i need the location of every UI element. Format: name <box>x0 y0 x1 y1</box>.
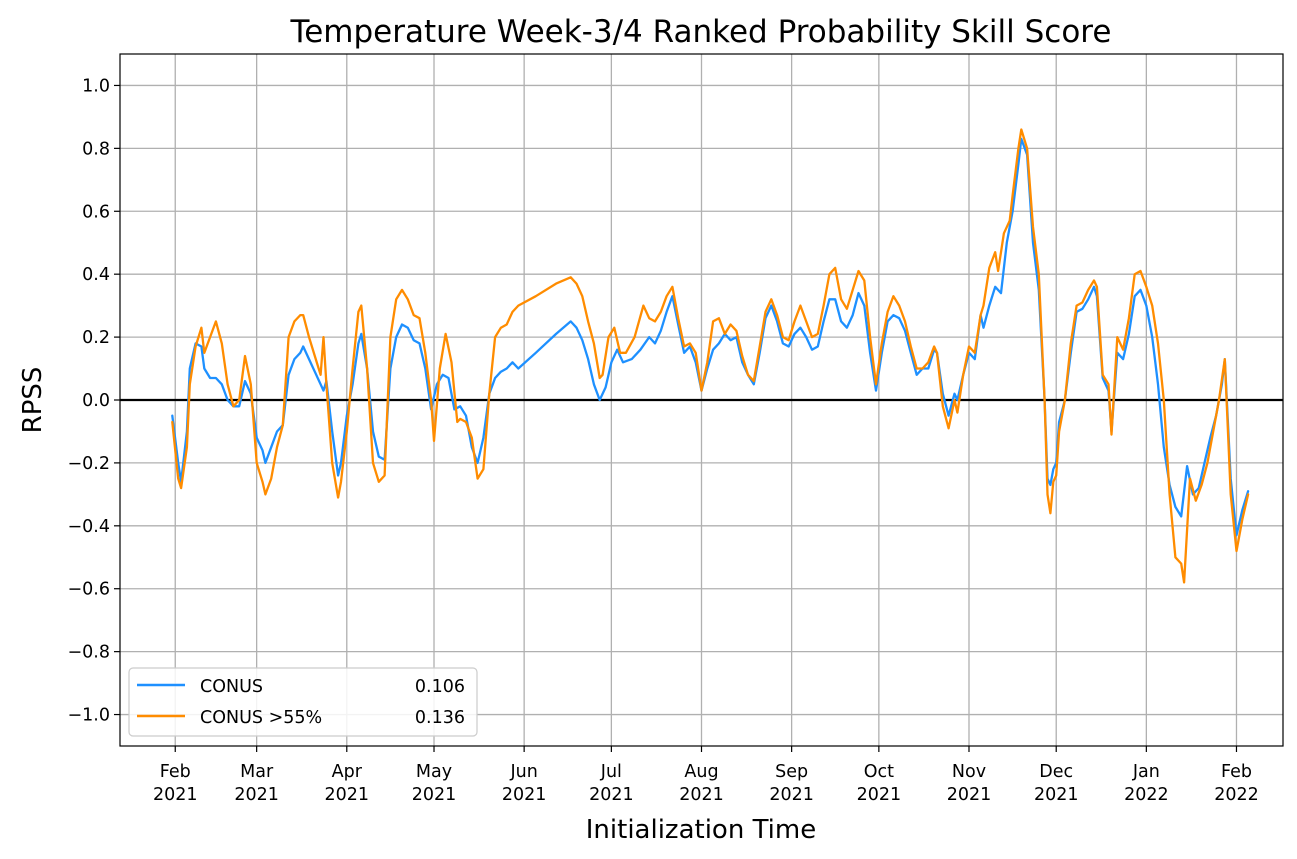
x-tick-label: Dec 2021 <box>1034 762 1079 805</box>
x-tick-label: Jul 2021 <box>589 762 634 805</box>
x-tick-year: 2021 <box>769 785 814 805</box>
x-tick-month: Feb <box>1221 762 1252 782</box>
x-tick-month: Sep <box>775 762 808 782</box>
x-tick-year: 2022 <box>1124 785 1169 805</box>
y-tick-label: 0.0 <box>82 391 110 411</box>
legend-value-conus: 0.106 <box>415 677 465 697</box>
y-tick-label: 0.8 <box>82 139 110 159</box>
y-tick-label: −0.6 <box>68 580 111 600</box>
y-tick-label: 0.6 <box>82 202 110 222</box>
x-tick-label: Nov 2021 <box>947 762 992 805</box>
x-tick-year: 2021 <box>153 785 198 805</box>
x-tick-label: Feb 2021 <box>153 762 198 805</box>
x-tick-month: Feb <box>160 762 191 782</box>
y-tick-label: 0.4 <box>82 265 110 285</box>
x-tick-label: Aug 2021 <box>679 762 724 805</box>
x-tick-year: 2021 <box>589 785 634 805</box>
x-axis-label: Initialization Time <box>586 815 816 845</box>
y-tick-label: −1.0 <box>68 706 111 726</box>
x-tick-label: Jun 2021 <box>502 762 547 805</box>
x-tick-year: 2021 <box>947 785 992 805</box>
x-tick-label: Jan 2022 <box>1124 762 1169 805</box>
y-axis-label: RPSS <box>18 367 48 434</box>
x-tick-label: Apr 2021 <box>325 762 370 805</box>
x-tick-year: 2021 <box>325 785 370 805</box>
y-tick-label: −0.4 <box>68 517 111 537</box>
x-tick-year: 2021 <box>857 785 902 805</box>
x-tick-month: May <box>416 762 452 782</box>
legend-label-conus: CONUS <box>200 677 263 697</box>
legend-label-conus-55: CONUS >55% <box>200 708 322 728</box>
x-tick-label: Oct 2021 <box>857 762 902 805</box>
x-tick-month: Mar <box>240 762 274 782</box>
x-tick-month: Jun <box>509 762 537 782</box>
series-line-conus <box>171 137 1250 537</box>
x-tick-label: Mar 2021 <box>234 762 279 805</box>
x-tick-year: 2021 <box>1034 785 1079 805</box>
x-tick-month: Oct <box>864 762 894 782</box>
legend-box <box>128 667 478 737</box>
x-tick-label: Feb 2022 <box>1214 762 1259 805</box>
y-tick-label: 0.2 <box>82 328 110 348</box>
x-tick-month: Aug <box>684 762 718 782</box>
x-tick-month: Dec <box>1039 762 1073 782</box>
y-axis-ticks: 1.0 0.8 0.6 0.4 0.2 0.0 −0.2 −0.4 −0.6 −0.8 −1.0 <box>68 76 120 726</box>
x-tick-year: 2021 <box>679 785 724 805</box>
series-lines <box>171 128 1250 584</box>
x-tick-year: 2021 <box>502 785 547 805</box>
x-tick-month: Jan <box>1132 762 1160 782</box>
x-tick-month: Jul <box>600 762 622 782</box>
legend: CONUS 0.106 CONUS >55% 0.136 <box>128 667 478 737</box>
x-tick-label: May 2021 <box>412 762 457 805</box>
series-line-conus-55 <box>171 128 1250 584</box>
x-tick-label: Sep 2021 <box>769 762 814 805</box>
x-axis-ticks: Feb 2021 Mar 2021 Apr 2021 May 2021 Jun 2021 Jul 20… <box>153 746 1259 805</box>
x-tick-year: 2022 <box>1214 785 1259 805</box>
x-tick-month: Nov <box>952 762 986 782</box>
legend-value-conus-55: 0.136 <box>415 708 465 728</box>
x-tick-month: Apr <box>332 762 363 782</box>
x-tick-year: 2021 <box>412 785 457 805</box>
y-tick-label: 1.0 <box>82 76 110 96</box>
chart-title: Temperature Week-3/4 Ranked Probability … <box>290 14 1112 50</box>
y-tick-label: −0.8 <box>68 643 111 663</box>
y-tick-label: −0.2 <box>68 454 111 474</box>
x-tick-year: 2021 <box>234 785 279 805</box>
